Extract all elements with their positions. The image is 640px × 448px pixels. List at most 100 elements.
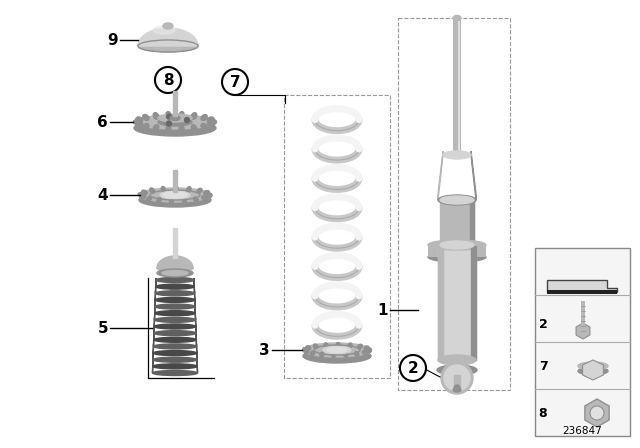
- Ellipse shape: [197, 188, 202, 194]
- Ellipse shape: [139, 193, 211, 207]
- Ellipse shape: [157, 198, 161, 203]
- Ellipse shape: [348, 343, 352, 348]
- Ellipse shape: [134, 120, 141, 125]
- Bar: [428, 245, 486, 257]
- Ellipse shape: [202, 196, 207, 200]
- Polygon shape: [470, 200, 474, 245]
- Bar: [173, 170, 177, 192]
- Ellipse shape: [179, 112, 184, 119]
- Circle shape: [454, 385, 460, 391]
- Ellipse shape: [153, 125, 159, 131]
- Ellipse shape: [209, 120, 216, 125]
- Ellipse shape: [314, 344, 318, 349]
- Polygon shape: [576, 323, 590, 339]
- Ellipse shape: [143, 124, 149, 129]
- Ellipse shape: [154, 324, 196, 329]
- Ellipse shape: [428, 252, 486, 262]
- Ellipse shape: [310, 351, 315, 355]
- Ellipse shape: [156, 291, 195, 296]
- Ellipse shape: [153, 357, 197, 362]
- Ellipse shape: [344, 352, 348, 357]
- Circle shape: [184, 117, 189, 122]
- Ellipse shape: [156, 277, 194, 283]
- Polygon shape: [585, 399, 609, 427]
- Ellipse shape: [320, 352, 324, 357]
- Bar: [535, 248, 630, 436]
- Ellipse shape: [187, 187, 191, 192]
- Ellipse shape: [150, 188, 155, 193]
- Ellipse shape: [153, 26, 175, 34]
- Ellipse shape: [141, 190, 147, 194]
- Ellipse shape: [303, 349, 371, 363]
- Ellipse shape: [182, 198, 186, 204]
- Ellipse shape: [323, 346, 351, 354]
- Text: 1: 1: [378, 302, 388, 318]
- Ellipse shape: [162, 271, 188, 276]
- Bar: [454, 375, 460, 390]
- Ellipse shape: [306, 346, 310, 350]
- Ellipse shape: [303, 343, 371, 357]
- Ellipse shape: [154, 337, 196, 342]
- Ellipse shape: [166, 125, 171, 132]
- Text: 8: 8: [163, 73, 173, 87]
- Polygon shape: [440, 200, 474, 245]
- Ellipse shape: [139, 188, 211, 202]
- Ellipse shape: [453, 388, 461, 392]
- Text: 9: 9: [108, 33, 118, 47]
- Ellipse shape: [152, 370, 198, 375]
- Text: 2: 2: [408, 361, 419, 375]
- Text: 6: 6: [97, 115, 108, 129]
- Text: 4: 4: [97, 188, 108, 202]
- Bar: [547, 290, 617, 294]
- Ellipse shape: [154, 331, 196, 336]
- Ellipse shape: [207, 117, 214, 122]
- Ellipse shape: [362, 350, 367, 355]
- Ellipse shape: [179, 125, 184, 132]
- Ellipse shape: [134, 120, 216, 136]
- Ellipse shape: [170, 198, 173, 204]
- Ellipse shape: [201, 115, 207, 121]
- Ellipse shape: [156, 284, 195, 289]
- Ellipse shape: [160, 191, 190, 199]
- Circle shape: [400, 355, 426, 381]
- Circle shape: [155, 67, 181, 93]
- Ellipse shape: [138, 193, 144, 197]
- Polygon shape: [157, 256, 193, 268]
- Ellipse shape: [332, 353, 335, 358]
- Polygon shape: [471, 246, 476, 360]
- Circle shape: [166, 121, 172, 126]
- Ellipse shape: [155, 311, 195, 316]
- Ellipse shape: [154, 344, 196, 349]
- Ellipse shape: [153, 364, 197, 369]
- Ellipse shape: [166, 112, 171, 119]
- Ellipse shape: [174, 186, 178, 192]
- Ellipse shape: [155, 304, 195, 309]
- Ellipse shape: [444, 365, 470, 391]
- Ellipse shape: [578, 362, 608, 370]
- Polygon shape: [134, 115, 216, 129]
- Ellipse shape: [147, 196, 152, 201]
- Ellipse shape: [206, 193, 212, 197]
- Ellipse shape: [438, 195, 476, 205]
- Ellipse shape: [153, 351, 196, 356]
- Ellipse shape: [143, 115, 149, 121]
- Ellipse shape: [428, 240, 486, 250]
- Ellipse shape: [443, 151, 471, 159]
- Ellipse shape: [367, 348, 371, 352]
- Ellipse shape: [154, 317, 195, 323]
- Ellipse shape: [191, 112, 196, 119]
- Polygon shape: [438, 246, 443, 360]
- Ellipse shape: [336, 343, 340, 348]
- Ellipse shape: [364, 346, 369, 350]
- Ellipse shape: [366, 349, 371, 353]
- Ellipse shape: [453, 16, 461, 21]
- Ellipse shape: [327, 348, 347, 353]
- Polygon shape: [547, 280, 617, 292]
- Circle shape: [222, 69, 248, 95]
- Ellipse shape: [158, 114, 192, 122]
- Text: 8: 8: [539, 406, 547, 419]
- Text: 3: 3: [259, 343, 270, 358]
- Ellipse shape: [140, 195, 145, 199]
- Ellipse shape: [163, 192, 187, 198]
- Ellipse shape: [138, 40, 198, 52]
